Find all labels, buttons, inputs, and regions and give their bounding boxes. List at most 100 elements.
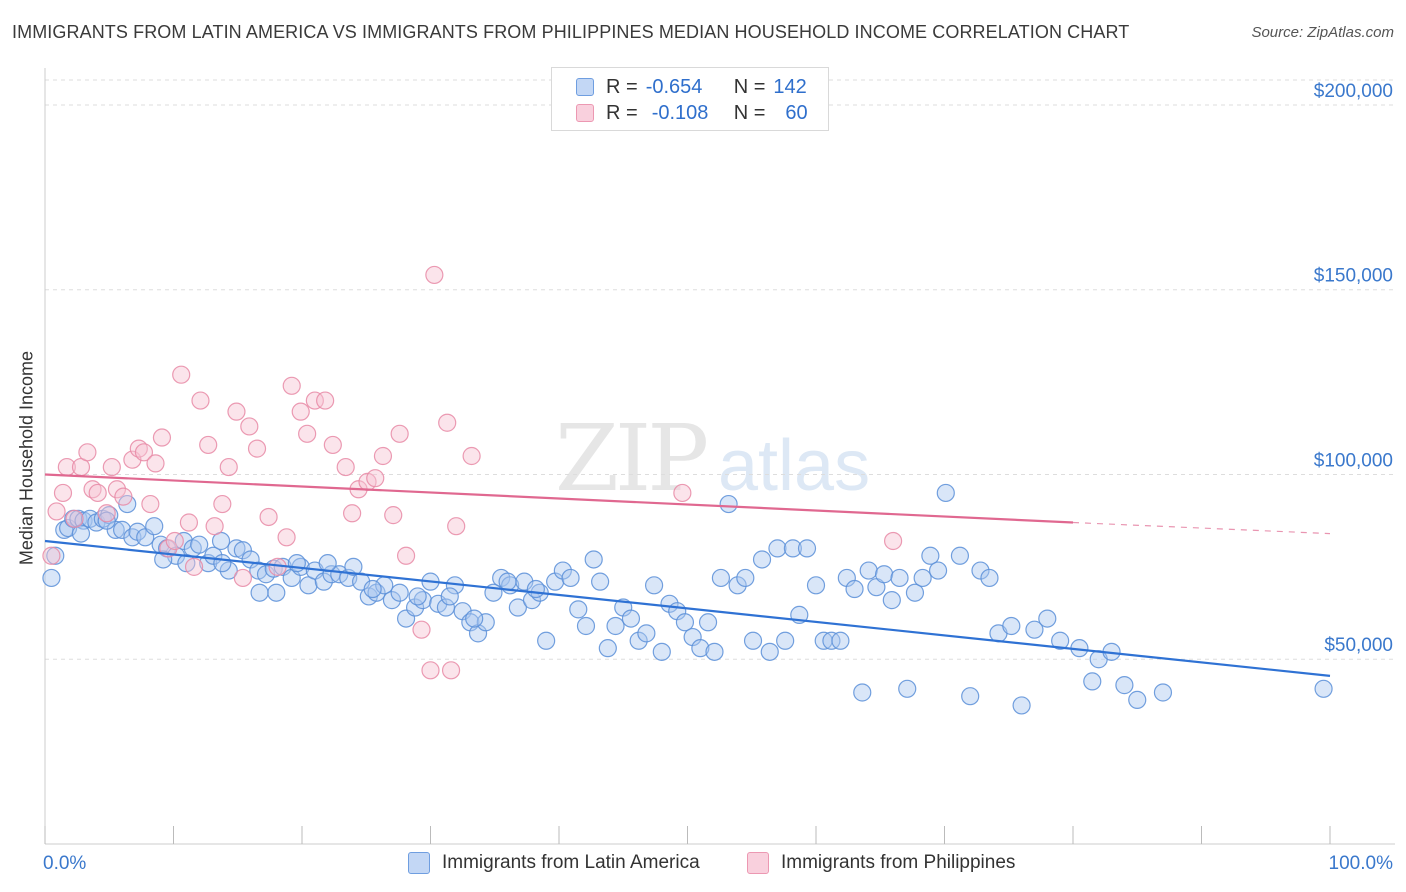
- latin-america-point: [1002, 616, 1021, 636]
- latin-america-point: [405, 598, 425, 617]
- philippines-point: [282, 376, 301, 395]
- n-value: 142: [773, 75, 807, 98]
- blue-swatch-icon: [408, 852, 430, 874]
- zipatlas-watermark: ZIP atlas: [555, 405, 870, 512]
- latin-america-point: [652, 642, 671, 661]
- legend-label: Immigrants from Philippines: [781, 852, 1016, 873]
- latin-america-point: [233, 541, 252, 560]
- latin-america-point: [1115, 676, 1134, 695]
- philippines-point: [227, 402, 246, 421]
- latin-america-point: [465, 609, 484, 628]
- philippines-point: [179, 513, 199, 532]
- latin-america-point: [831, 631, 850, 650]
- latin-america-point: [498, 572, 517, 591]
- philippines-trendline-extension: [1072, 521, 1331, 535]
- philippines-point: [277, 528, 296, 547]
- source-credit: Source: ZipAtlas.com: [1251, 24, 1394, 41]
- philippines-point: [425, 265, 444, 285]
- latin-america-point: [936, 483, 955, 503]
- latin-america-point: [440, 587, 459, 606]
- philippines-point: [259, 507, 278, 527]
- latin-america-point: [508, 598, 527, 617]
- latin-america-point: [42, 568, 61, 588]
- philippines-point: [213, 494, 232, 514]
- latin-america-point: [783, 539, 802, 558]
- philippines-point: [172, 365, 191, 384]
- latin-america-point: [1314, 679, 1333, 698]
- philippines-point: [146, 454, 165, 473]
- latin-america-point: [980, 568, 999, 588]
- latin-america-point: [776, 631, 795, 650]
- philippines-point: [47, 502, 66, 521]
- chart-title: IMMIGRANTS FROM LATIN AMERICA VS IMMIGRA…: [12, 22, 1130, 42]
- philippines-point: [373, 446, 393, 466]
- latin-america-point: [154, 550, 173, 569]
- philippines-point: [184, 557, 204, 576]
- philippines-point: [291, 402, 310, 421]
- latin-america-point: [928, 561, 948, 580]
- philippines-point: [53, 483, 73, 503]
- philippines-point: [141, 494, 160, 514]
- philippines-point: [191, 391, 210, 410]
- x-tick-label: 0.0%: [43, 853, 86, 874]
- philippines-point: [316, 391, 335, 410]
- latin-america-point: [267, 583, 286, 602]
- y-tick-label: $100,000: [1314, 450, 1393, 471]
- philippines-point: [219, 457, 238, 477]
- latin-america-point: [1128, 690, 1147, 709]
- latin-america-point: [629, 631, 648, 650]
- latin-america-point: [553, 561, 572, 580]
- y-axis-label: Median Household Income: [16, 350, 37, 566]
- latin-america-point: [46, 546, 65, 565]
- latin-america-point: [408, 587, 427, 606]
- latin-america-point: [705, 642, 724, 661]
- philippines-point: [323, 435, 342, 455]
- r-label: R =: [606, 101, 638, 124]
- blue-swatch-icon: [576, 78, 594, 96]
- latin-america-point: [882, 591, 901, 610]
- latin-america-point: [1025, 620, 1044, 639]
- latin-america-point: [675, 613, 695, 632]
- latin-america-point: [112, 520, 132, 540]
- latin-america-point: [598, 639, 617, 658]
- philippines-point: [88, 483, 107, 503]
- philippines-point: [165, 531, 184, 551]
- philippines-point: [233, 568, 252, 588]
- philippines-point: [883, 531, 903, 551]
- latin-america-point: [859, 561, 878, 580]
- latin-america-point: [1153, 683, 1173, 702]
- latin-america-point: [123, 528, 142, 547]
- y-tick-label: $50,000: [1324, 635, 1393, 656]
- philippines-point: [343, 504, 362, 523]
- latin-america-point: [569, 600, 588, 619]
- latin-america-point: [961, 687, 980, 706]
- x-tick-label: 100.0%: [1329, 853, 1394, 874]
- latin-america-point: [97, 511, 116, 530]
- philippines-point: [336, 457, 355, 477]
- latin-america-point: [526, 579, 545, 599]
- latin-america-point: [330, 565, 349, 584]
- n-value: 60: [785, 101, 808, 124]
- latin-america-point: [743, 631, 763, 650]
- latin-america-point: [591, 572, 610, 591]
- latin-america-point: [875, 565, 894, 584]
- philippines-point: [247, 439, 267, 458]
- philippines-trendline: [44, 473, 1074, 524]
- n-label: N =: [733, 75, 766, 98]
- pink-swatch-icon: [576, 104, 594, 122]
- latin-america-point: [760, 642, 779, 661]
- latin-america-point: [213, 554, 232, 573]
- latin-america-point: [806, 576, 826, 595]
- philippines-point: [298, 424, 317, 443]
- legend-label: Immigrants from Latin America: [442, 852, 700, 873]
- latin-america-point: [621, 609, 641, 628]
- latin-america-point: [711, 568, 731, 588]
- philippines-point: [384, 506, 403, 525]
- bottom-legend-philippines: Immigrants from Philippines: [747, 852, 1015, 874]
- latin-america-point: [561, 568, 580, 588]
- latin-america-point: [691, 639, 710, 658]
- latin-america-point: [476, 613, 495, 632]
- philippines-point: [412, 620, 431, 639]
- philippines-point: [438, 413, 457, 432]
